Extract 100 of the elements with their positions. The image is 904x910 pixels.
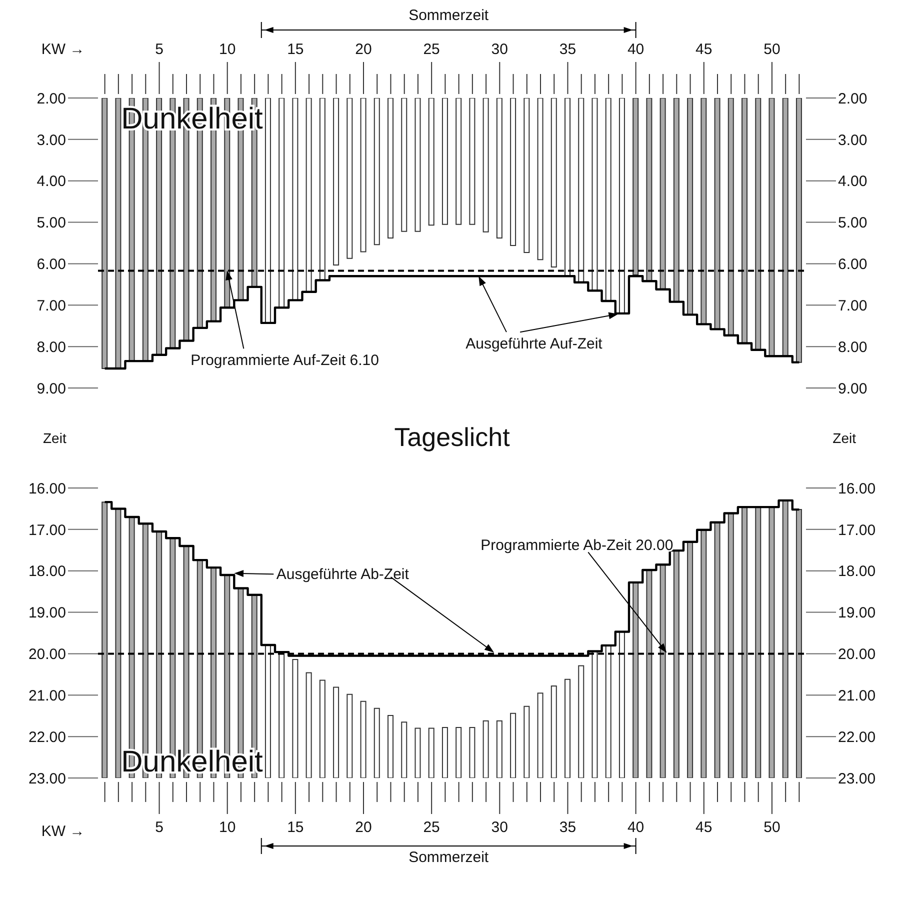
bar — [115, 98, 122, 370]
bar — [768, 98, 775, 357]
x-tick-label: 40 — [627, 819, 644, 836]
y2-tick-label: 6.00 — [838, 256, 868, 274]
x-tick-label: 20 — [355, 819, 372, 836]
y2-tick-label: 18.00 — [838, 563, 876, 580]
bar — [618, 98, 625, 314]
bar — [605, 98, 612, 302]
text: Sommerzeit — [408, 7, 490, 24]
y-tick-label: 17.00 — [28, 522, 66, 539]
bar — [401, 98, 408, 232]
y2-tick-label: 8.00 — [838, 338, 868, 356]
y-tick-label: 16.00 — [28, 480, 66, 498]
y2-tick-label: 19.00 — [838, 604, 876, 622]
bar — [524, 98, 530, 254]
bar — [374, 98, 380, 246]
bar — [333, 98, 340, 266]
x-tick-label: 10 — [219, 41, 236, 58]
x-tick-label: 50 — [764, 819, 780, 836]
x-tick-label: 35 — [559, 41, 576, 58]
bar — [660, 98, 666, 290]
bar — [632, 98, 639, 276]
bar — [469, 98, 476, 225]
x-tick-label: 25 — [423, 819, 440, 836]
x-axis-title: KW → — [41, 823, 85, 840]
bar — [496, 98, 502, 239]
x-tick-label: 45 — [696, 819, 712, 836]
bar — [456, 98, 462, 225]
bar — [414, 98, 421, 232]
y2-tick-label: 3.00 — [838, 132, 868, 149]
bar — [592, 98, 598, 292]
bar — [687, 98, 694, 316]
x-tick-label: 5 — [155, 819, 164, 836]
x-tick-label: 15 — [287, 819, 304, 836]
y-tick-label: 19.00 — [28, 604, 66, 622]
y-tick-label: 23.00 — [28, 770, 66, 788]
text: Tageslicht — [394, 422, 511, 452]
y-axis-title: Zeit — [43, 430, 66, 446]
y2-tick-label: 9.00 — [838, 380, 868, 398]
y-tick-label: 18.00 — [28, 563, 66, 580]
y-tick-label: 6.00 — [36, 256, 66, 274]
y-tick-label: 20.00 — [28, 646, 66, 664]
bar — [796, 98, 802, 363]
bar — [782, 98, 788, 357]
y2-tick-label: 4.00 — [838, 173, 868, 190]
x-tick-label: 30 — [491, 41, 508, 58]
y-tick-label: 7.00 — [36, 297, 66, 314]
y2-tick-label: 22.00 — [838, 728, 876, 746]
bar — [742, 98, 748, 344]
y2-tick-label: 7.00 — [838, 297, 868, 314]
legend-label: Ausgeführte Ab-Zeit — [276, 566, 410, 583]
y2-tick-label: 23.00 — [838, 770, 876, 788]
bar — [564, 98, 571, 277]
bar — [428, 98, 434, 226]
y-tick-label: 8.00 — [36, 338, 66, 356]
y2-axis-title: Zeit — [832, 430, 856, 446]
x-tick-label: 50 — [764, 41, 780, 58]
x-tick-label: 35 — [559, 819, 576, 836]
x-tick-label: 10 — [219, 819, 236, 836]
bar — [700, 98, 707, 325]
bar — [728, 98, 734, 336]
bar — [510, 98, 516, 246]
bar — [292, 98, 298, 301]
y-tick-label: 4.00 — [36, 173, 66, 190]
bar — [360, 98, 366, 252]
x-tick-label: 40 — [627, 41, 644, 58]
y2-tick-label: 20.00 — [838, 646, 876, 664]
y-tick-label: 5.00 — [36, 214, 66, 232]
y2-tick-label: 17.00 — [838, 522, 876, 539]
text: Sommerzeit — [408, 849, 490, 866]
bar — [319, 98, 326, 281]
bar — [578, 98, 584, 283]
x-tick-label: 5 — [155, 41, 164, 58]
bar — [306, 98, 312, 292]
ref-line-label: Programmierte Auf-Zeit 6.10 — [190, 352, 380, 370]
bar — [714, 98, 720, 330]
bar — [550, 98, 557, 268]
bar — [442, 98, 448, 225]
bar — [755, 98, 762, 350]
legend-label: Ausgeführte Auf-Zeit — [466, 335, 604, 352]
bar — [646, 98, 652, 282]
y-tick-label: 2.00 — [36, 90, 66, 108]
x-tick-label: 25 — [423, 41, 440, 58]
x-tick-label: 45 — [696, 41, 712, 58]
y2-tick-label: 2.00 — [838, 90, 868, 108]
ref-line-label: Programmierte Ab-Zeit 20.00 — [480, 536, 674, 554]
y-tick-label: 22.00 — [28, 728, 66, 746]
bar — [264, 98, 271, 324]
x-tick-label: 30 — [491, 819, 508, 836]
bar — [388, 98, 394, 239]
bar — [537, 98, 544, 260]
bar — [346, 98, 353, 259]
y-tick-label: 21.00 — [28, 687, 66, 704]
y2-tick-label: 5.00 — [838, 214, 868, 232]
y-tick-label: 3.00 — [36, 132, 66, 149]
x-axis-title: KW → — [41, 41, 85, 58]
x-tick-label: 20 — [355, 41, 372, 58]
y2-tick-label: 16.00 — [838, 480, 876, 498]
x-tick-label: 15 — [287, 41, 304, 58]
y2-tick-label: 21.00 — [838, 687, 876, 704]
